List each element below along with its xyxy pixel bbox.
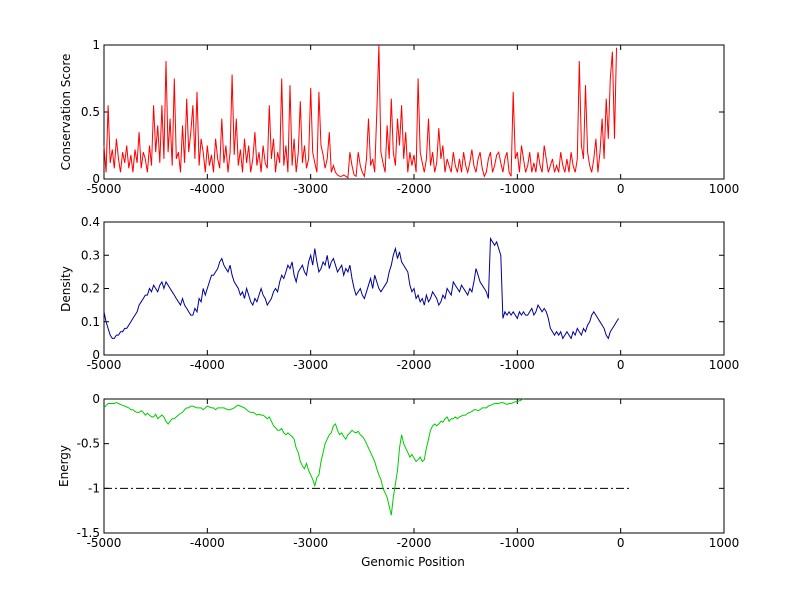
conservation-xtick-label: -4000 [190, 182, 225, 196]
conservation-ytick-label: 0.5 [81, 105, 100, 119]
energy-ticks: -5000 -4000 -3000 -2000 -1000 0 1000 0 -0.5 -1 -1.… [77, 392, 740, 550]
energy-ylabel: Energy [57, 445, 71, 487]
conservation-ylabel: Conservation Score [59, 54, 73, 171]
energy-ytick-label: -0.5 [77, 437, 100, 451]
energy-xtick-label: -4000 [190, 536, 225, 550]
conservation-xtick-label: 0 [617, 182, 625, 196]
conservation-xtick-label: -3000 [293, 182, 328, 196]
density-series-line [103, 236, 620, 340]
energy-ytick-label: -1.5 [77, 526, 100, 540]
energy-xtick-label: -5000 [87, 536, 122, 550]
energy-ytick-label: -1 [88, 481, 100, 495]
density-xtick-label: 1000 [709, 358, 740, 372]
energy-xtick-label: -3000 [293, 536, 328, 550]
energy-series-line [103, 398, 524, 516]
conservation-panel: -5000 -4000 -3000 -2000 -1000 0 1000 0 0.5 1 Cons… [59, 38, 739, 196]
density-ytick-label: 0 [92, 348, 100, 362]
energy-xtick-label: 1000 [709, 536, 740, 550]
energy-xlabel: Genomic Position [361, 555, 465, 569]
density-xtick-label: -2000 [397, 358, 432, 372]
energy-xtick-label: -1000 [500, 536, 535, 550]
energy-panel: -5000 -4000 -3000 -2000 -1000 0 1000 0 -0.5 -1 -1.… [57, 392, 739, 569]
density-xtick-label: -4000 [190, 358, 225, 372]
energy-axes [103, 398, 725, 534]
conservation-series-line [103, 44, 617, 179]
density-panel: -5000 -4000 -3000 -2000 -1000 0 1000 0 0.1 0.2 0.3… [59, 215, 739, 372]
conservation-ytick-label: 0 [92, 172, 100, 186]
density-ticks: -5000 -4000 -3000 -2000 -1000 0 1000 0 0.1 0.2 0.3… [81, 215, 739, 372]
density-xtick-label: 0 [617, 358, 625, 372]
density-xtick-label: -3000 [293, 358, 328, 372]
density-ytick-label: 0.4 [81, 215, 100, 229]
density-ytick-label: 0.2 [81, 282, 100, 296]
density-xtick-label: -5000 [87, 358, 122, 372]
density-xtick-label: -1000 [500, 358, 535, 372]
conservation-xtick-label: -5000 [87, 182, 122, 196]
density-ylabel: Density [59, 266, 73, 312]
energy-xtick-label: -2000 [397, 536, 432, 550]
conservation-xtick-label: 1000 [709, 182, 740, 196]
conservation-xtick-label: -2000 [397, 182, 432, 196]
density-ytick-label: 0.3 [81, 248, 100, 262]
energy-ytick-label: 0 [92, 392, 100, 406]
conservation-xtick-label: -1000 [500, 182, 535, 196]
density-ytick-label: 0.1 [81, 315, 100, 329]
conservation-ytick-label: 1 [92, 38, 100, 52]
energy-xtick-label: 0 [617, 536, 625, 550]
conservation-ticks: -5000 -4000 -3000 -2000 -1000 0 1000 0 0.5 1 [81, 38, 739, 196]
